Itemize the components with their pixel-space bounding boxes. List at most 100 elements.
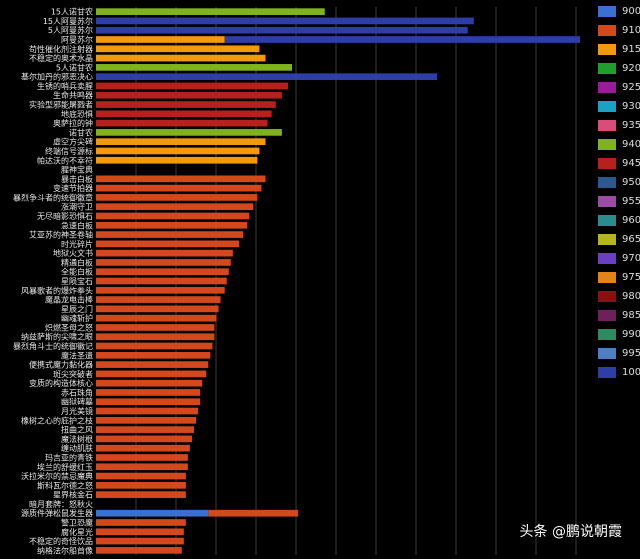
legend-item: 930 [598,101,640,112]
category-label: 腥神宝典 [61,165,93,175]
bar-segment [96,379,203,387]
legend-label: 990 [622,329,640,340]
bar-segment [96,351,211,359]
bar-segment [96,156,258,164]
category-label: 5人阿曼苏尔 [48,25,93,35]
category-label: 警卫恐魔 [61,517,93,527]
legend-label: 965 [622,234,640,245]
category-label: 时光碎片 [61,239,93,249]
bar-segment [224,36,580,43]
bar-segment [96,407,199,415]
category-label: 诺甘农 [69,127,93,137]
bar-segment [96,528,184,536]
bar-segment [96,286,225,294]
legend-swatch [598,177,616,188]
bar-segment [96,491,186,498]
legend-label: 920 [622,63,640,74]
category-label: 急速白板 [61,220,93,230]
category-label: 不稳定的奥术水晶 [29,53,93,63]
legend-swatch [598,215,616,226]
category-label: 星界核金石 [53,490,93,500]
bar-segment [96,17,474,25]
legend-label: 950 [622,177,640,188]
bar-segment [96,370,207,378]
bar-segment [96,203,254,211]
legend-item: 955 [598,196,640,207]
bars [96,8,580,554]
bar-segment [96,259,231,266]
category-label: 斑尖突破者 [53,369,93,379]
legend-label: 945 [622,158,640,169]
bar-segment [96,463,188,471]
bar-segment [96,444,190,452]
bar-segment [96,194,258,201]
bar-segment [96,324,215,331]
category-label: 生锈的哨兵卖腥 [37,81,93,91]
bar-segment [96,82,288,90]
legend-swatch [598,158,616,169]
bar-segment [96,212,250,220]
category-label: 玛吉亚的青铁 [45,452,93,462]
category-label: 纳兹萨斯的尖啸之眼 [21,332,93,342]
legend-label: 915 [622,44,640,55]
bar-segment [96,91,282,99]
bar-segment [96,454,188,461]
bar-segment [96,296,221,303]
category-label: 暗月套牌：怒秋火 [29,499,93,509]
legend-label: 930 [622,101,640,112]
legend-label: 960 [622,215,640,226]
bar-segment [96,231,244,238]
legend-swatch [598,139,616,150]
category-label: 5人诺甘农 [56,62,93,72]
legend-label: 935 [622,120,640,131]
category-label: 变质的构造体核心 [29,378,93,388]
legend-swatch [598,310,616,321]
bar-segment [96,305,219,313]
category-label: 精通白板 [61,257,93,267]
bar-segment [96,519,186,526]
legend-swatch [598,101,616,112]
category-label: 沃拉米尔的禁忌魔典 [21,471,93,481]
category-label: 腐化星光 [61,527,93,537]
legend-swatch [598,348,616,359]
bar-segment [96,119,268,127]
bar-segment [96,314,217,322]
legend-item: 985 [598,310,640,321]
category-label: 缠动肌肤 [61,443,93,453]
category-label: 不稳定的奇怪饮品 [29,536,93,546]
category-label: 苟性催化剂注射器 [29,44,93,54]
legend-label: 900 [622,6,640,17]
legend-item: 910 [598,25,640,36]
legend-swatch [598,253,616,264]
bar-segment [96,26,468,34]
category-label: 扭曲之风 [61,425,93,435]
category-label: 炽燃圣母之怒 [45,322,93,332]
bar-segment [96,398,201,406]
category-label: 地底恐惧 [61,109,93,119]
category-label: 涨潮守卫 [61,202,93,212]
category-label: 星辰之门 [61,304,93,314]
bar-segment [96,138,266,146]
legend-swatch [598,196,616,207]
legend-item: 965 [598,234,640,245]
legend-swatch [598,367,616,378]
bar-segment [96,268,229,276]
bar-segment [96,73,438,81]
legend-item: 900 [598,6,640,17]
legend-label: 980 [622,291,640,302]
legend-item: 920 [598,63,640,74]
legend-label: 925 [622,82,640,93]
category-label: 魔法圣遗 [61,350,93,360]
bar-segment [96,8,325,15]
category-label: 橡树之心的庇护之枝 [21,415,93,425]
category-label: 星陨宝石 [61,276,93,286]
bar-segment [96,509,209,517]
bar-segment [96,389,201,396]
category-label: 艾亚苏的神圣卷轴 [29,230,93,240]
bar-segment [96,547,182,554]
bar-segment [96,184,262,192]
category-labels: 15人诺甘农15人阿曼苏尔5人阿曼苏尔阿曼苏尔苟性催化剂注射器不稳定的奥术水晶5… [13,7,93,556]
bar-segment [96,342,213,350]
legend-label: 975 [622,272,640,283]
category-label: 暴击白板 [61,174,93,184]
